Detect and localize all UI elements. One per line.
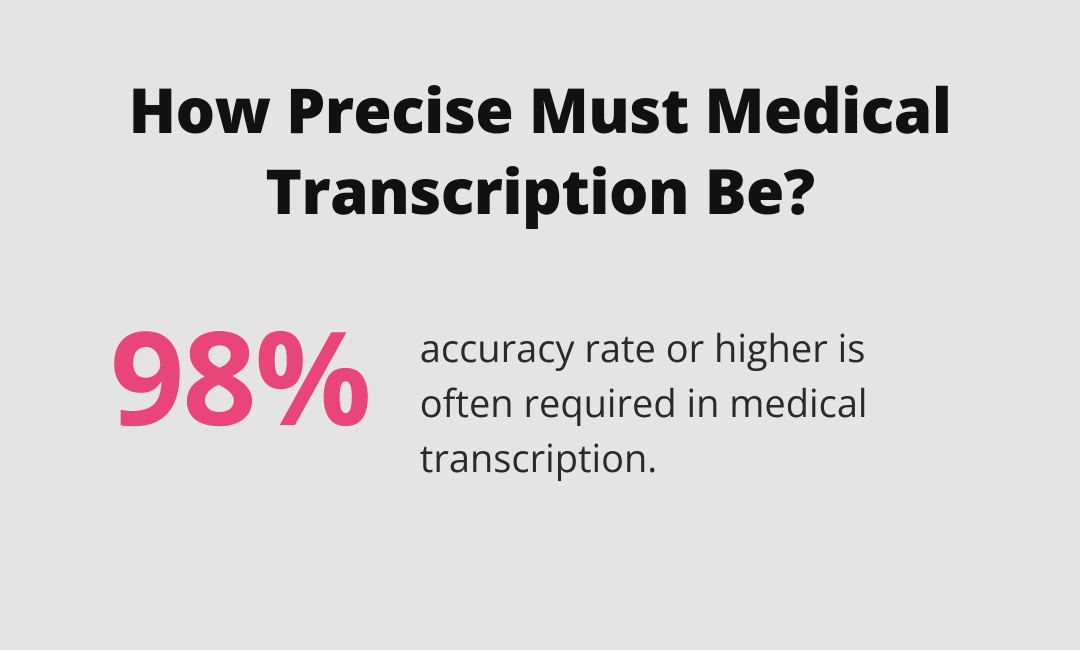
infographic-title: How Precise Must Medical Transcription B… <box>90 70 990 231</box>
stat-description: accuracy rate or higher is often require… <box>420 311 920 486</box>
stat-percentage: 98% <box>110 311 370 441</box>
stat-row: 98% accuracy rate or higher is often req… <box>90 311 990 486</box>
